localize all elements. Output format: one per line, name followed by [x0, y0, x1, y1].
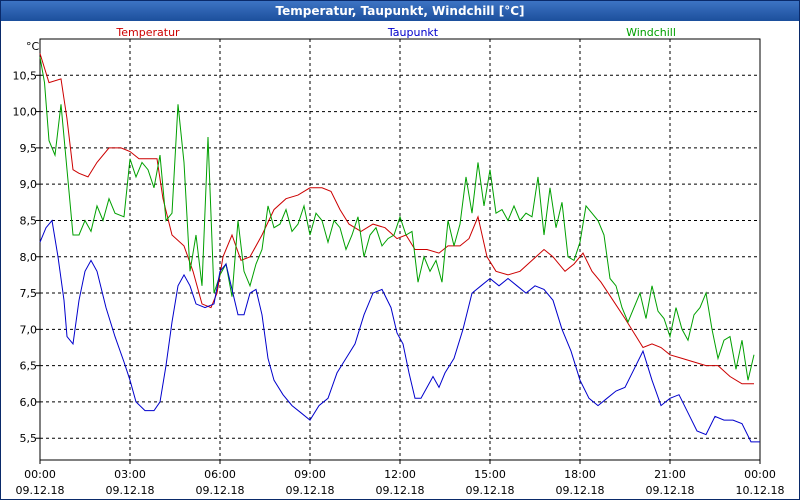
x-tick-date: 09.12.18 [646, 484, 695, 497]
x-tick-date: 09.12.18 [106, 484, 155, 497]
y-tick-label: 8,5 [20, 214, 38, 227]
series-line-taupunkt [39, 219, 760, 443]
y-axis-unit: °C [26, 40, 40, 53]
y-tick-label: 7,0 [20, 323, 38, 336]
series-line-windchill [39, 57, 755, 381]
x-tick-date: 09.12.18 [196, 484, 245, 497]
y-axis-ticks: 5,5 6,0 6,5 7,0 7,5 8,0 8,5 9,0 9,5 10,0 10,5 [13, 69, 40, 445]
legend-entry-temperatur: Temperatur [115, 26, 180, 39]
y-tick-label: 9,5 [20, 142, 38, 155]
legend-entry-windchill: Windchill [626, 26, 676, 39]
y-tick-label: 9,0 [20, 178, 38, 191]
y-tick-label: 5,5 [20, 432, 38, 445]
x-tick-time: 00:00 [744, 468, 776, 481]
x-tick-date: 09.12.18 [466, 484, 515, 497]
x-tick-time: 00:00 [24, 468, 56, 481]
x-tick-date: 10.12.18 [736, 484, 785, 497]
y-tick-label: 8,0 [20, 251, 38, 264]
x-tick-date: 09.12.18 [556, 484, 605, 497]
y-tick-label: 10,0 [13, 106, 38, 119]
x-tick-time: 06:00 [204, 468, 236, 481]
x-tick-time: 12:00 [384, 468, 416, 481]
series-line-temperatur [39, 53, 754, 385]
x-tick-time: 15:00 [474, 468, 506, 481]
y-tick-label: 6,5 [20, 360, 38, 373]
y-tick-label: 6,0 [20, 396, 38, 409]
legend-entry-taupunkt: Taupunkt [387, 26, 439, 39]
x-tick-time: 03:00 [114, 468, 146, 481]
x-tick-time: 21:00 [654, 468, 686, 481]
window-title: Temperatur, Taupunkt, Windchill [°C] [1, 1, 799, 21]
series-lines [39, 53, 760, 443]
grid-lines [40, 39, 760, 460]
x-tick-time: 18:00 [564, 468, 596, 481]
y-tick-label: 10,5 [13, 69, 38, 82]
x-tick-date: 09.12.18 [376, 484, 425, 497]
line-chart: 5,5 6,0 6,5 7,0 7,5 8,0 8,5 9,0 9,5 10,0 10,5 00:0… [13, 26, 785, 497]
x-tick-time: 09:00 [294, 468, 326, 481]
x-tick-date: 09.12.18 [16, 484, 65, 497]
x-tick-date: 09.12.18 [286, 484, 335, 497]
legend: Temperatur Taupunkt Windchill [115, 26, 676, 39]
x-axis-ticks: 00:00 09.12.18 03:00 09.12.18 06:00 09.12.18 0… [16, 460, 785, 497]
y-tick-label: 7,5 [20, 287, 38, 300]
